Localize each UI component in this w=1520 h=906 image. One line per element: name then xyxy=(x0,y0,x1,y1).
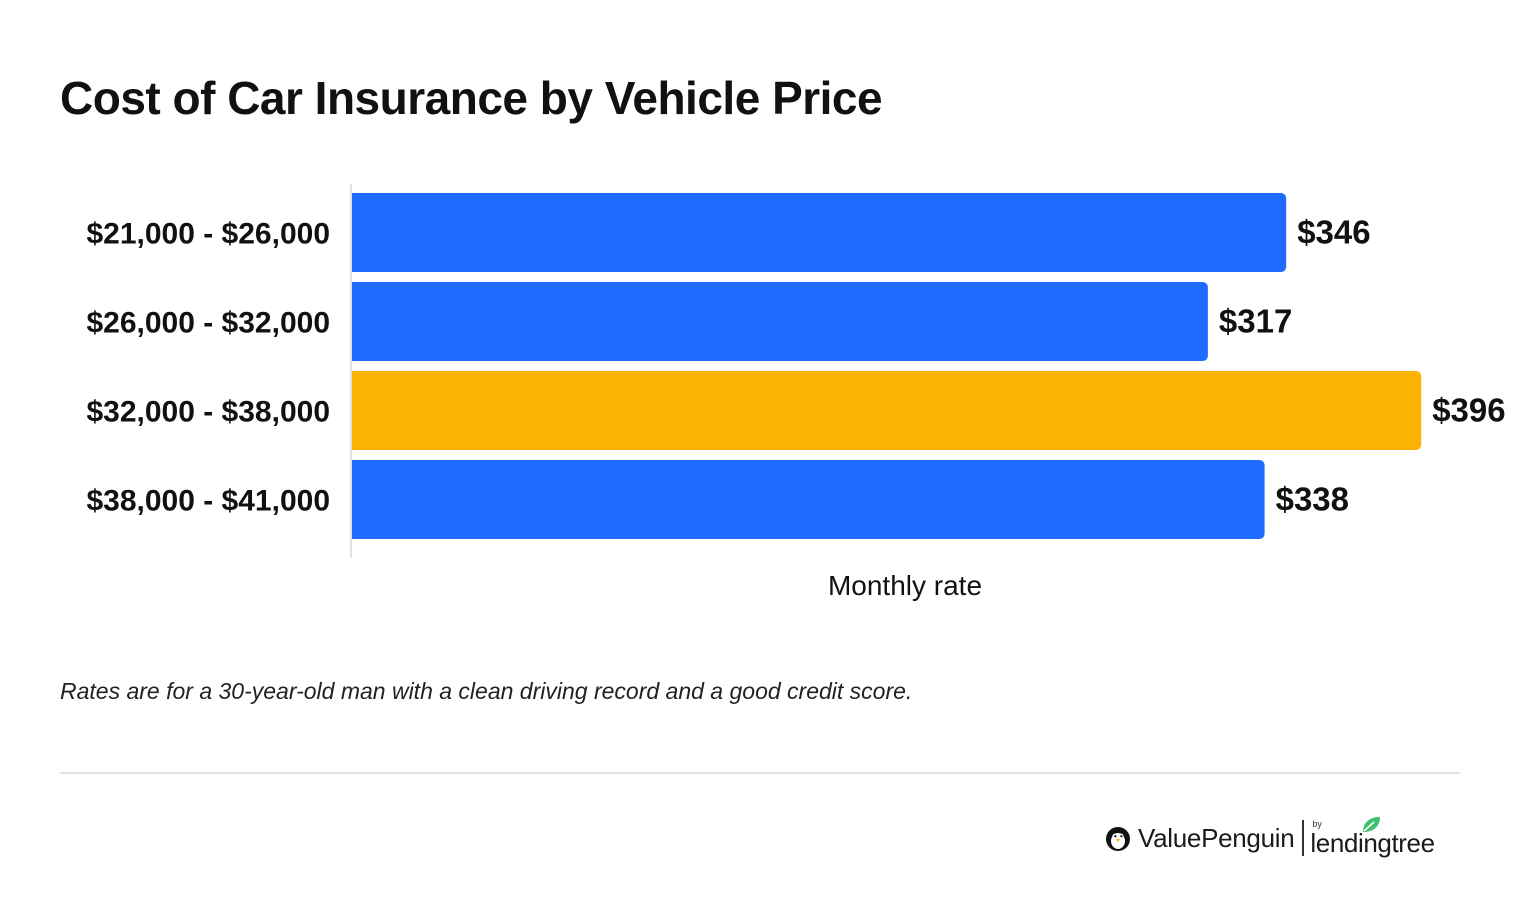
brand-separator xyxy=(1302,820,1305,856)
bar xyxy=(352,371,1422,450)
bars-group xyxy=(352,193,1422,539)
brand-logo: ValuePenguin by lendingtree xyxy=(1104,816,1435,860)
value-label: $346 xyxy=(1297,214,1370,251)
bar-chart: Monthly rate $21,000 - $26,000 $346 $26,00… xyxy=(86,184,1506,601)
divider xyxy=(60,772,1460,774)
category-label: $38,000 - $41,000 xyxy=(86,485,330,518)
valuepenguin-wordmark: ValuePenguin xyxy=(1138,822,1295,853)
lendingtree-logo: by lendingtree xyxy=(1310,817,1435,858)
x-axis-title: Monthly rate xyxy=(828,570,982,601)
footnote: Rates are for a 30-year-old man with a c… xyxy=(60,678,913,704)
bar xyxy=(352,460,1265,539)
leaf-icon xyxy=(1363,817,1381,832)
category-label: $32,000 - $38,000 xyxy=(86,396,330,429)
category-label: $26,000 - $32,000 xyxy=(86,307,330,340)
value-label: $338 xyxy=(1276,481,1349,518)
value-label: $396 xyxy=(1432,392,1505,429)
chart-title: Cost of Car Insurance by Vehicle Price xyxy=(60,72,883,124)
lendingtree-wordmark: lendingtree xyxy=(1310,828,1435,858)
bar xyxy=(352,282,1208,361)
category-label: $21,000 - $26,000 xyxy=(86,218,330,251)
penguin-icon xyxy=(1106,827,1130,851)
by-label: by xyxy=(1312,819,1322,829)
value-label: $317 xyxy=(1219,303,1292,340)
bar xyxy=(352,193,1287,272)
